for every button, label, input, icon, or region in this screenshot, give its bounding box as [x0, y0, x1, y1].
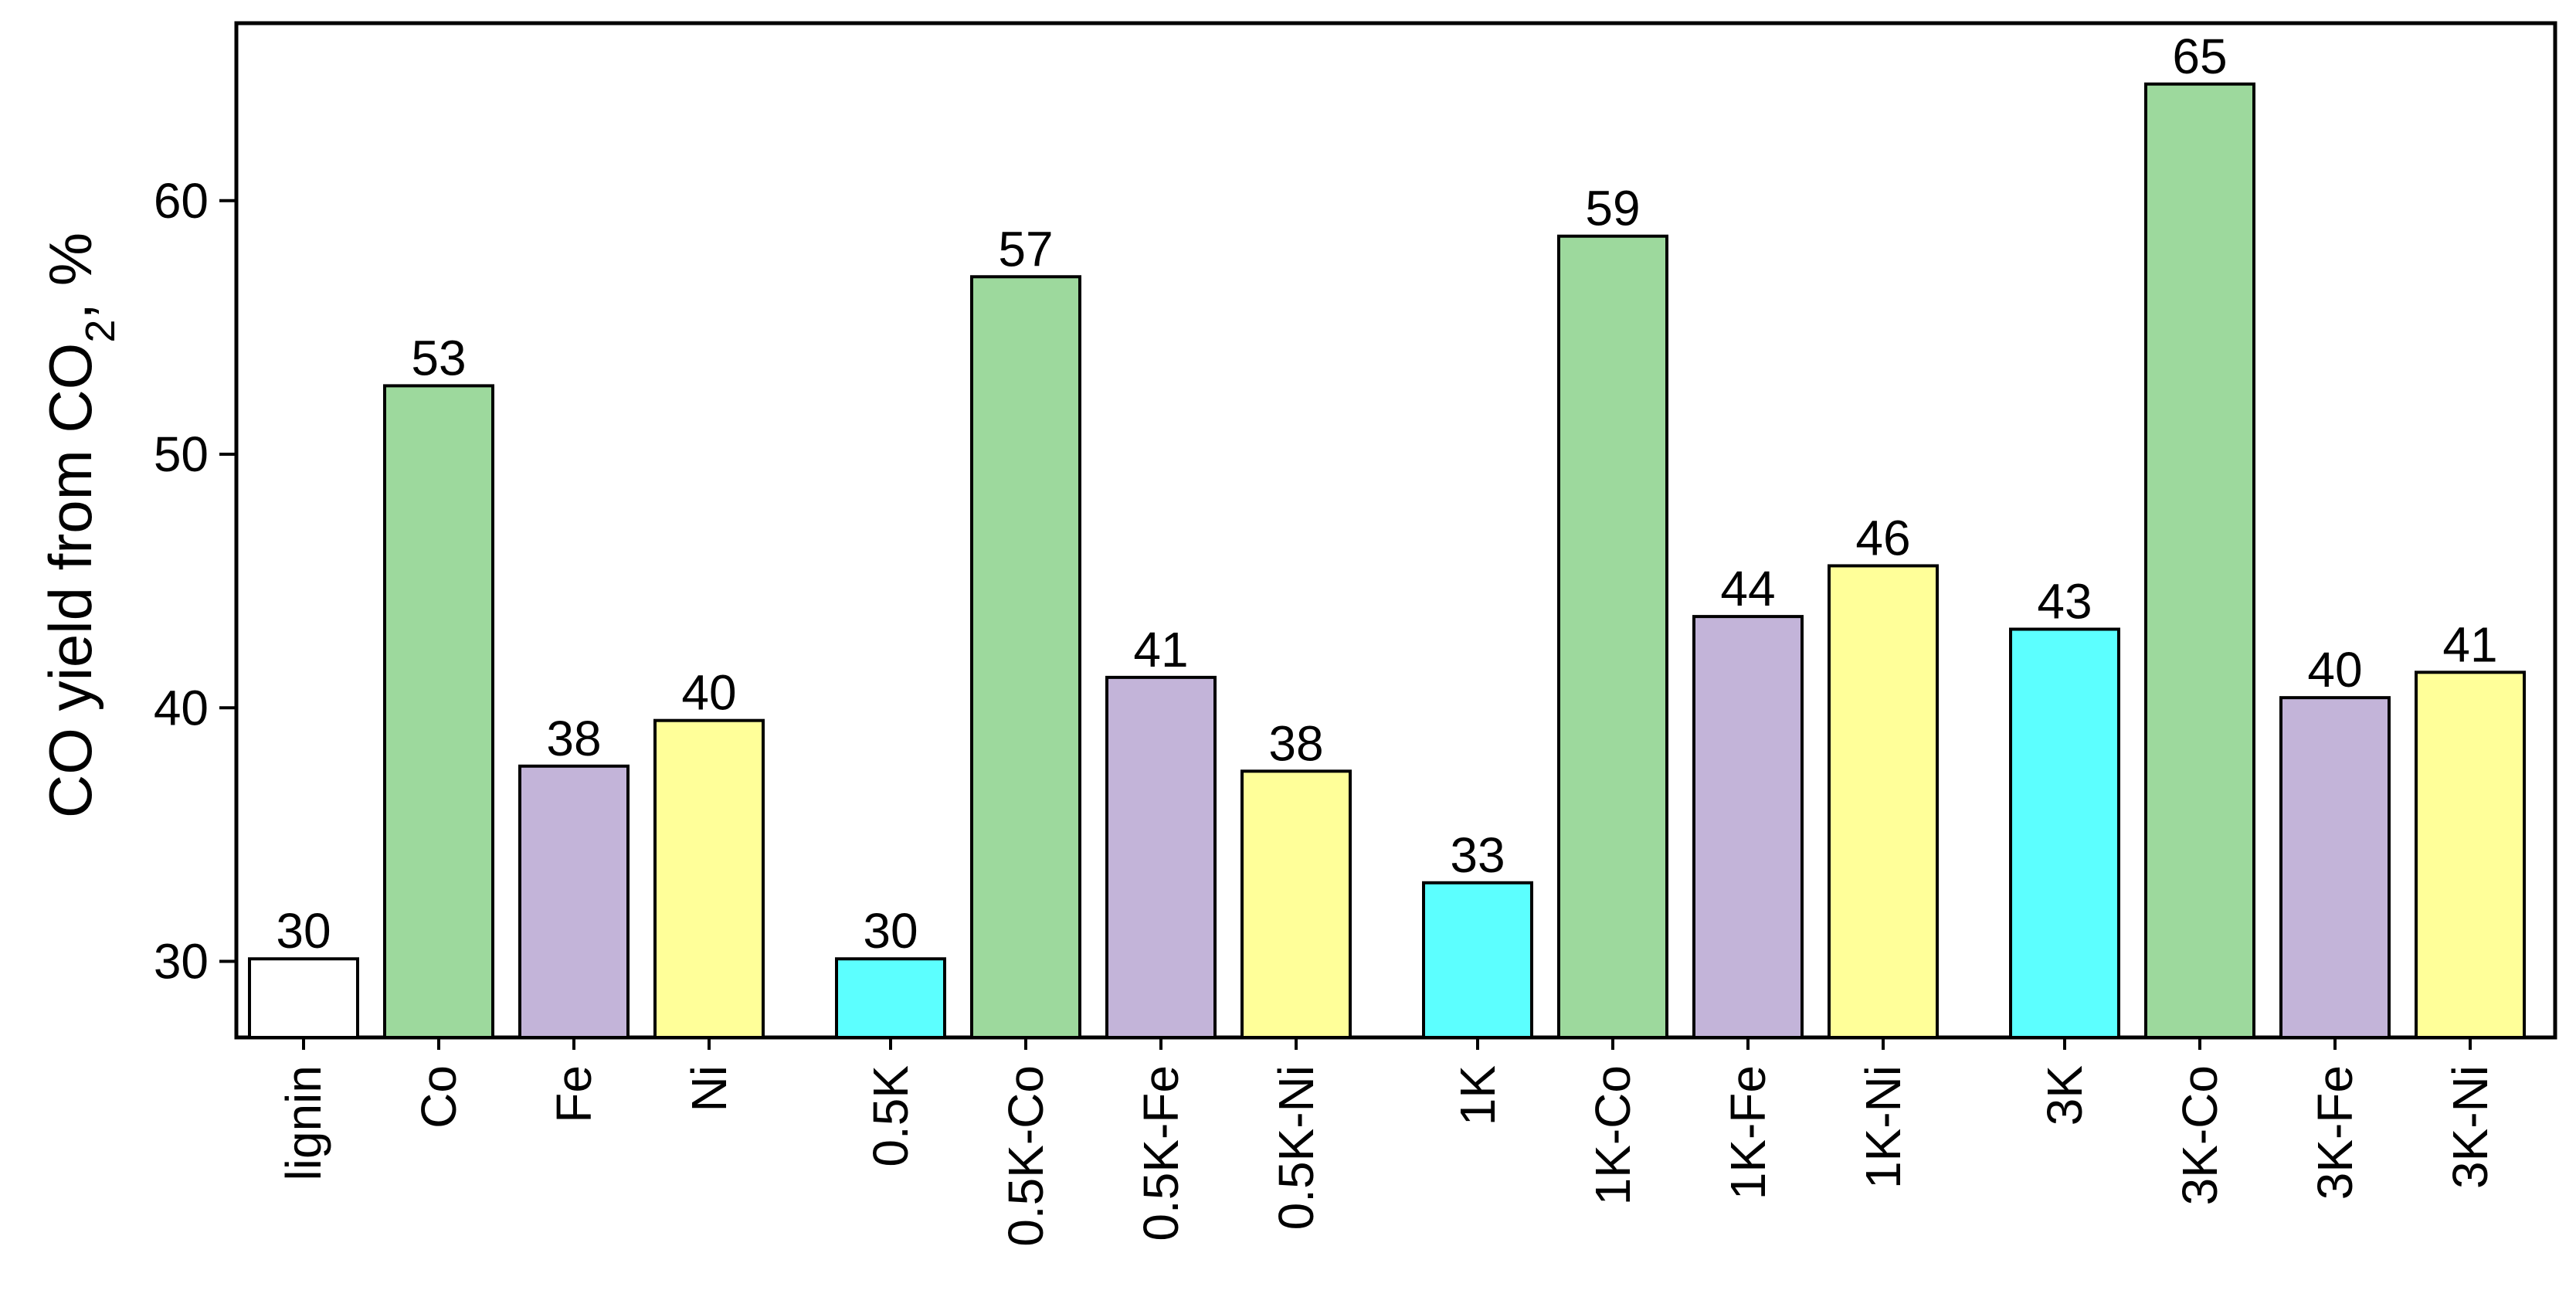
bar-value-label: 41	[2442, 616, 2497, 672]
x-tick-label: 3K-Fe	[2307, 1065, 2363, 1200]
bar-value-label: 38	[546, 711, 601, 766]
bar-value-label: 40	[681, 665, 736, 721]
y-axis-title: CO yield from CO2, %	[36, 233, 124, 818]
bar-value-label: 57	[998, 221, 1053, 277]
x-tick-label: 0.5K-Ni	[1268, 1065, 1324, 1230]
x-tick-label: Fe	[546, 1065, 602, 1123]
bar-3K-Ni	[2415, 671, 2526, 1039]
x-tick-label: 3K-Co	[2172, 1065, 2228, 1205]
plot-frame	[234, 21, 2557, 1040]
bar-value-label: 40	[2307, 642, 2362, 698]
x-tick-label: 0.5K-Fe	[1133, 1065, 1189, 1241]
x-tick-label: lignin	[276, 1065, 331, 1180]
bar-3K-Co	[2144, 82, 2255, 1039]
bar-0.5K-Co	[970, 275, 1081, 1039]
bar-value-labels: 30 53 38 40 30 57 41 38 33 59 44 46 43 65 40 41	[276, 29, 2497, 959]
bar-3K-Fe	[2279, 696, 2391, 1040]
x-tick-label: 3K	[2037, 1065, 2092, 1126]
y-tick-label: 30	[154, 934, 209, 990]
bar-value-label: 46	[1855, 510, 1910, 565]
x-tick-label: Co	[411, 1065, 467, 1129]
bar-value-label: 38	[1268, 715, 1323, 771]
bar-1K-Co	[1557, 234, 1668, 1040]
bar-value-label: 65	[2172, 29, 2227, 84]
y-axis: 30 40 50 60	[154, 173, 236, 990]
x-tick-label: 1K-Co	[1585, 1065, 1641, 1205]
bar-lignin	[248, 957, 359, 1040]
bar-0.5K-Ni	[1240, 769, 1352, 1040]
bar-value-label: 59	[1585, 181, 1640, 236]
bar-value-label: 33	[1450, 827, 1505, 883]
x-tick-label: 1K-Ni	[1855, 1065, 1911, 1189]
y-tick-label: 40	[154, 680, 209, 735]
y-tick-label: 60	[154, 173, 209, 229]
x-tick-label: 1K-Fe	[1720, 1065, 1776, 1200]
y-tick-label: 50	[154, 426, 209, 482]
bar-0.5K-Fe	[1105, 675, 1217, 1039]
bar-Co	[383, 384, 494, 1039]
bar-0.5K	[835, 957, 946, 1040]
bar-value-label: 30	[863, 903, 918, 959]
bar-1K-Fe	[1692, 615, 1804, 1039]
bar-1K	[1422, 881, 1533, 1039]
x-tick-label: 1K	[1450, 1065, 1505, 1126]
bar-Fe	[518, 764, 630, 1040]
x-axis: lignin Co Fe Ni 0.5K 0.5K-Co 0.5K-Fe 0.5K-Ni 1K 1…	[276, 1037, 2498, 1247]
bar-3K	[2009, 627, 2120, 1039]
bar-value-label: 41	[1133, 622, 1188, 677]
x-tick-label: Ni	[681, 1065, 737, 1112]
bars	[248, 82, 2526, 1040]
x-tick-label: 3K-Ni	[2442, 1065, 2498, 1189]
bar-1K-Ni	[1828, 564, 1939, 1039]
bar-value-label: 44	[1720, 561, 1775, 616]
bar-value-label: 53	[411, 330, 466, 385]
bar-Ni	[653, 718, 765, 1039]
bar-value-label: 30	[276, 903, 331, 959]
bar-value-label: 43	[2037, 574, 2092, 630]
x-tick-label: 0.5K	[863, 1065, 918, 1167]
x-tick-label: 0.5K-Co	[998, 1065, 1054, 1247]
